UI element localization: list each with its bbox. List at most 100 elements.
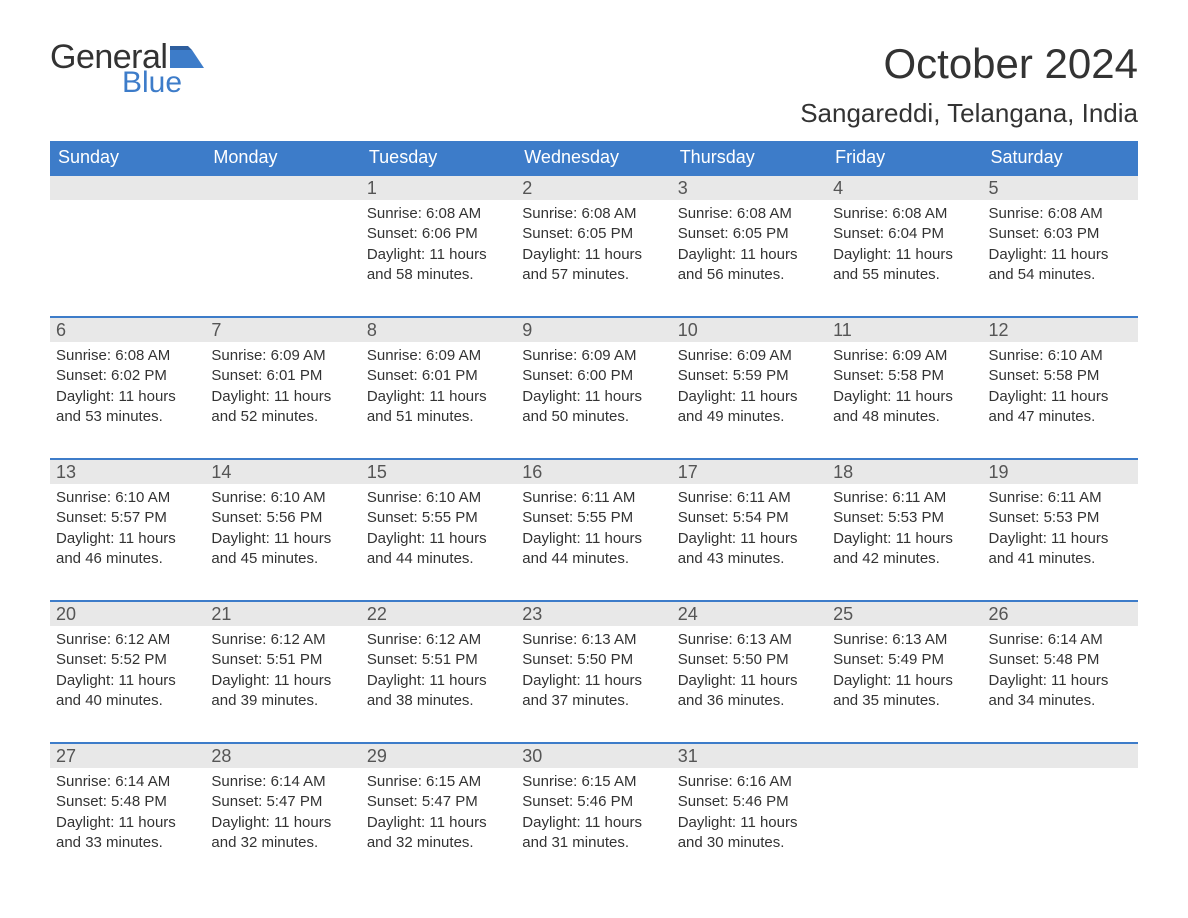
- sunset-line: Sunset: 5:53 PM: [989, 508, 1132, 528]
- calendar-day-cell: 19Sunrise: 6:11 AMSunset: 5:53 PMDayligh…: [983, 459, 1138, 601]
- sunrise-line: Sunrise: 6:08 AM: [367, 204, 510, 224]
- sunset-line: Sunset: 5:59 PM: [678, 366, 821, 386]
- calendar-day-cell: 4Sunrise: 6:08 AMSunset: 6:04 PMDaylight…: [827, 175, 982, 317]
- daylight-line: Daylight: 11 hours and 31 minutes.: [522, 813, 665, 854]
- day-details: Sunrise: 6:09 AMSunset: 5:59 PMDaylight:…: [672, 342, 827, 435]
- day-number-bar: 12: [983, 318, 1138, 342]
- daylight-line: Daylight: 11 hours and 44 minutes.: [367, 529, 510, 570]
- sunrise-line: Sunrise: 6:09 AM: [211, 346, 354, 366]
- day-number-bar: 25: [827, 602, 982, 626]
- sunset-line: Sunset: 5:48 PM: [989, 650, 1132, 670]
- header-row: General Blue October 2024 Sangareddi, Te…: [50, 40, 1138, 129]
- day-details: Sunrise: 6:12 AMSunset: 5:51 PMDaylight:…: [361, 626, 516, 719]
- day-details: Sunrise: 6:15 AMSunset: 5:46 PMDaylight:…: [516, 768, 671, 861]
- sunrise-line: Sunrise: 6:12 AM: [367, 630, 510, 650]
- daylight-line: Daylight: 11 hours and 36 minutes.: [678, 671, 821, 712]
- sunrise-line: Sunrise: 6:08 AM: [678, 204, 821, 224]
- calendar-day-cell: 30Sunrise: 6:15 AMSunset: 5:46 PMDayligh…: [516, 743, 671, 885]
- day-details: Sunrise: 6:10 AMSunset: 5:55 PMDaylight:…: [361, 484, 516, 577]
- sunset-line: Sunset: 5:53 PM: [833, 508, 976, 528]
- day-details: Sunrise: 6:09 AMSunset: 6:00 PMDaylight:…: [516, 342, 671, 435]
- sunrise-line: Sunrise: 6:10 AM: [989, 346, 1132, 366]
- sunrise-line: Sunrise: 6:14 AM: [211, 772, 354, 792]
- day-details: Sunrise: 6:08 AMSunset: 6:06 PMDaylight:…: [361, 200, 516, 293]
- calendar-day-cell: 7Sunrise: 6:09 AMSunset: 6:01 PMDaylight…: [205, 317, 360, 459]
- sunrise-line: Sunrise: 6:12 AM: [56, 630, 199, 650]
- day-number-bar: 22: [361, 602, 516, 626]
- calendar-day-cell: 22Sunrise: 6:12 AMSunset: 5:51 PMDayligh…: [361, 601, 516, 743]
- calendar-day-cell: 24Sunrise: 6:13 AMSunset: 5:50 PMDayligh…: [672, 601, 827, 743]
- sunset-line: Sunset: 6:01 PM: [367, 366, 510, 386]
- calendar-week-row: 13Sunrise: 6:10 AMSunset: 5:57 PMDayligh…: [50, 459, 1138, 601]
- day-details: Sunrise: 6:09 AMSunset: 5:58 PMDaylight:…: [827, 342, 982, 435]
- weekday-header: Wednesday: [516, 141, 671, 175]
- day-number-bar: 7: [205, 318, 360, 342]
- sunset-line: Sunset: 6:05 PM: [522, 224, 665, 244]
- day-number-bar: 21: [205, 602, 360, 626]
- sunset-line: Sunset: 6:03 PM: [989, 224, 1132, 244]
- day-number-bar: 2: [516, 176, 671, 200]
- day-details: Sunrise: 6:08 AMSunset: 6:03 PMDaylight:…: [983, 200, 1138, 293]
- sunrise-line: Sunrise: 6:13 AM: [522, 630, 665, 650]
- day-number-bar: 17: [672, 460, 827, 484]
- day-details: Sunrise: 6:11 AMSunset: 5:55 PMDaylight:…: [516, 484, 671, 577]
- sunrise-line: Sunrise: 6:10 AM: [56, 488, 199, 508]
- sunset-line: Sunset: 5:51 PM: [367, 650, 510, 670]
- calendar-day-cell: 2Sunrise: 6:08 AMSunset: 6:05 PMDaylight…: [516, 175, 671, 317]
- sunrise-line: Sunrise: 6:14 AM: [989, 630, 1132, 650]
- daylight-line: Daylight: 11 hours and 54 minutes.: [989, 245, 1132, 286]
- day-details: Sunrise: 6:14 AMSunset: 5:48 PMDaylight:…: [983, 626, 1138, 719]
- daylight-line: Daylight: 11 hours and 32 minutes.: [211, 813, 354, 854]
- daylight-line: Daylight: 11 hours and 57 minutes.: [522, 245, 665, 286]
- calendar-header: SundayMondayTuesdayWednesdayThursdayFrid…: [50, 141, 1138, 175]
- weekday-header: Tuesday: [361, 141, 516, 175]
- daylight-line: Daylight: 11 hours and 38 minutes.: [367, 671, 510, 712]
- sunset-line: Sunset: 5:58 PM: [989, 366, 1132, 386]
- daylight-line: Daylight: 11 hours and 51 minutes.: [367, 387, 510, 428]
- sunset-line: Sunset: 5:49 PM: [833, 650, 976, 670]
- calendar-day-cell: 3Sunrise: 6:08 AMSunset: 6:05 PMDaylight…: [672, 175, 827, 317]
- day-number-bar: 13: [50, 460, 205, 484]
- day-details: Sunrise: 6:11 AMSunset: 5:53 PMDaylight:…: [827, 484, 982, 577]
- day-number-bar: 26: [983, 602, 1138, 626]
- calendar-day-cell: 14Sunrise: 6:10 AMSunset: 5:56 PMDayligh…: [205, 459, 360, 601]
- empty-day-bar: [50, 176, 205, 200]
- day-number-bar: 18: [827, 460, 982, 484]
- daylight-line: Daylight: 11 hours and 48 minutes.: [833, 387, 976, 428]
- daylight-line: Daylight: 11 hours and 44 minutes.: [522, 529, 665, 570]
- calendar-day-cell: 12Sunrise: 6:10 AMSunset: 5:58 PMDayligh…: [983, 317, 1138, 459]
- weekday-header: Monday: [205, 141, 360, 175]
- calendar-empty-cell: [50, 175, 205, 317]
- day-number-bar: 4: [827, 176, 982, 200]
- daylight-line: Daylight: 11 hours and 47 minutes.: [989, 387, 1132, 428]
- sunrise-line: Sunrise: 6:08 AM: [989, 204, 1132, 224]
- daylight-line: Daylight: 11 hours and 32 minutes.: [367, 813, 510, 854]
- month-title: October 2024: [800, 40, 1138, 88]
- sunset-line: Sunset: 6:04 PM: [833, 224, 976, 244]
- daylight-line: Daylight: 11 hours and 37 minutes.: [522, 671, 665, 712]
- day-details: Sunrise: 6:10 AMSunset: 5:58 PMDaylight:…: [983, 342, 1138, 435]
- day-details: Sunrise: 6:12 AMSunset: 5:52 PMDaylight:…: [50, 626, 205, 719]
- day-details: Sunrise: 6:08 AMSunset: 6:04 PMDaylight:…: [827, 200, 982, 293]
- day-number-bar: 19: [983, 460, 1138, 484]
- day-details: Sunrise: 6:12 AMSunset: 5:51 PMDaylight:…: [205, 626, 360, 719]
- day-number-bar: 1: [361, 176, 516, 200]
- day-details: Sunrise: 6:16 AMSunset: 5:46 PMDaylight:…: [672, 768, 827, 861]
- daylight-line: Daylight: 11 hours and 34 minutes.: [989, 671, 1132, 712]
- weekday-header: Sunday: [50, 141, 205, 175]
- sunset-line: Sunset: 5:55 PM: [367, 508, 510, 528]
- sunrise-line: Sunrise: 6:11 AM: [989, 488, 1132, 508]
- calendar-day-cell: 16Sunrise: 6:11 AMSunset: 5:55 PMDayligh…: [516, 459, 671, 601]
- day-number-bar: 20: [50, 602, 205, 626]
- day-details: Sunrise: 6:14 AMSunset: 5:48 PMDaylight:…: [50, 768, 205, 861]
- daylight-line: Daylight: 11 hours and 50 minutes.: [522, 387, 665, 428]
- day-details: Sunrise: 6:11 AMSunset: 5:54 PMDaylight:…: [672, 484, 827, 577]
- sunset-line: Sunset: 5:52 PM: [56, 650, 199, 670]
- sunset-line: Sunset: 5:50 PM: [522, 650, 665, 670]
- sunset-line: Sunset: 5:54 PM: [678, 508, 821, 528]
- weekday-header: Thursday: [672, 141, 827, 175]
- calendar-day-cell: 15Sunrise: 6:10 AMSunset: 5:55 PMDayligh…: [361, 459, 516, 601]
- day-details: Sunrise: 6:09 AMSunset: 6:01 PMDaylight:…: [205, 342, 360, 435]
- daylight-line: Daylight: 11 hours and 46 minutes.: [56, 529, 199, 570]
- calendar-week-row: 6Sunrise: 6:08 AMSunset: 6:02 PMDaylight…: [50, 317, 1138, 459]
